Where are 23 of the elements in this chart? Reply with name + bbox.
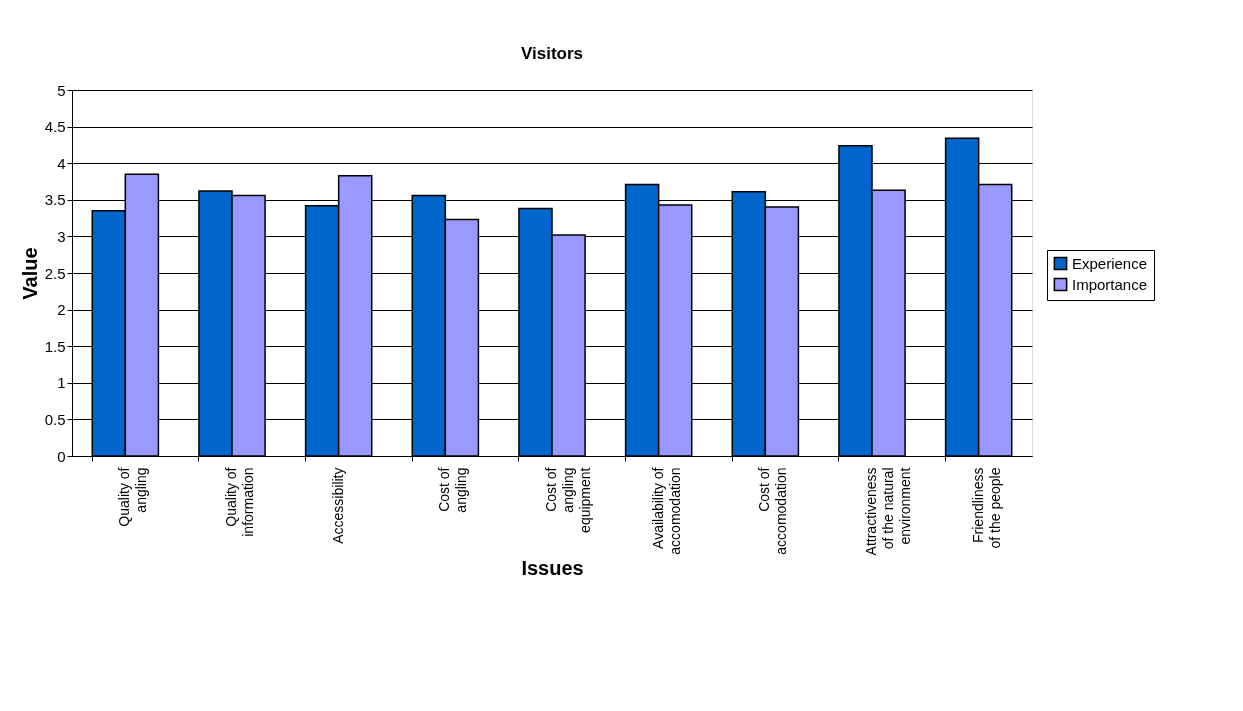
legend-label: Experience — [1072, 254, 1148, 272]
y-tick-label: 4.5 — [44, 118, 66, 136]
y-axis-title: Value — [18, 247, 41, 300]
y-tick-label: 2 — [57, 301, 66, 319]
x-tick-label: Attractiveness of the natural environment — [863, 467, 913, 556]
y-tick-label: 0 — [57, 447, 66, 465]
legend-label: Importance — [1072, 275, 1148, 293]
x-tick-label: Cost of angling equipment — [543, 467, 593, 533]
y-tick-label: 3.5 — [44, 191, 66, 209]
y-tick-label: 1.5 — [44, 337, 66, 355]
x-tick-label: Cost of accomodation — [756, 467, 790, 555]
x-tick-label: Accessibility — [329, 467, 346, 544]
chart-title: Visitors — [520, 44, 584, 63]
y-tick-label: 3 — [57, 227, 66, 245]
y-tick-label: 4 — [57, 154, 66, 172]
x-tick-label: Quality of angling — [116, 467, 150, 527]
y-tick-label: 2.5 — [44, 264, 66, 282]
x-tick-label: Quality of information — [223, 467, 256, 537]
x-axis-title: Issues — [521, 557, 584, 580]
y-tick-label: 5 — [57, 81, 66, 99]
y-tick-label: 0.5 — [44, 410, 66, 428]
x-tick-label: Cost of angling — [436, 467, 470, 513]
y-tick-label: 1 — [57, 374, 66, 392]
